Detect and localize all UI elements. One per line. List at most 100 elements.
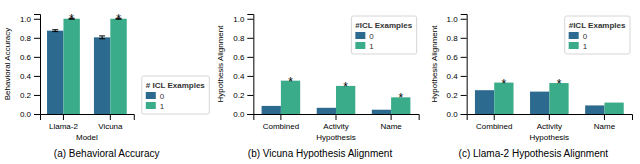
y-axis-line (34, 15, 41, 115)
legend-body: #ICL Examples01 (355, 21, 412, 51)
x-axis: CombinedActivityName (467, 114, 632, 131)
y-tick-label: 0.4 (447, 72, 459, 81)
y-tick-label: 0.8 (447, 34, 459, 43)
panel: **0.00.20.40.60.81.0CombinedActivityName… (430, 15, 633, 160)
x-tick-label: Name (380, 122, 402, 131)
x-tick-group: Vicuna (98, 114, 123, 131)
plot-area: * * * 0.0 0.2 0.4 0.6 0.8 1.0 Combined Activity Nam… (216, 15, 419, 143)
x-tick-label: Llama-2 (49, 122, 78, 131)
y-tick-label: 1.0 (233, 15, 245, 24)
x-axis-line (467, 115, 632, 121)
y-tick-label: 0.0 (233, 110, 245, 119)
legend-body: # ICL Examples01 (146, 81, 206, 111)
annotation: * (398, 91, 403, 105)
x-tick-label: Activity (323, 122, 348, 131)
marks (47, 18, 127, 114)
bar (585, 105, 604, 114)
x-tick-group: Combined (263, 114, 299, 131)
legend-label: 1 (160, 102, 165, 111)
annotation: * (343, 80, 348, 94)
y-tick-label: 1.0 (447, 15, 459, 24)
legend-swatch (355, 42, 365, 49)
y-tick (247, 38, 253, 39)
y-tick-group: 0.0 (20, 110, 40, 119)
y-tick (247, 76, 253, 77)
y-axis-line (461, 15, 468, 115)
y-tick-group: 0.4 (233, 72, 253, 81)
panel-caption: (b) Vicuna Hypothesis Alignment (248, 148, 393, 159)
annotation: * (502, 77, 507, 91)
x-tick-group: Name (380, 114, 402, 131)
x-tick (63, 114, 64, 120)
bar (317, 108, 336, 114)
y-axis-title: Behavioral Accuracy (3, 28, 12, 100)
y-tick-label: 0.6 (233, 53, 245, 62)
x-axis-line (254, 115, 419, 121)
y-tick-label: 1.0 (20, 15, 32, 24)
panel-caption: (c) Llama-2 Hypothesis Alignment (459, 148, 609, 159)
y-tick-group: 0.0 (233, 110, 253, 119)
y-tick-group: 0.4 (447, 72, 467, 81)
annotation: * (116, 12, 121, 26)
x-tick (604, 114, 605, 120)
y-tick (461, 57, 467, 58)
annotation: * (557, 77, 562, 91)
legend-swatch (569, 32, 579, 39)
y-tick-label: 0.6 (20, 53, 32, 62)
error-bar (52, 30, 58, 32)
x-tick (280, 114, 281, 120)
x-tick-label: Name (594, 122, 616, 131)
error-bar (99, 36, 105, 39)
legend-body: #ICL Examples01 (569, 21, 626, 51)
x-tick-label: Activity (537, 122, 562, 131)
y-tick-group: 0.6 (447, 53, 467, 62)
bar (262, 106, 281, 114)
y-tick (34, 76, 40, 77)
x-tick-label: Vicuna (98, 122, 123, 131)
x-tick-label: Combined (263, 122, 299, 131)
legend-item: 1 (355, 42, 374, 51)
y-tick (247, 114, 253, 115)
chart-container: **0.00.20.40.60.81.0Llama-2VicunaModelBe… (0, 0, 640, 164)
y-tick (461, 38, 467, 39)
y-tick-group: 1.0 (20, 15, 40, 24)
y-tick-group: 1.0 (447, 15, 467, 24)
legend-label: 0 (369, 32, 374, 41)
legend-swatch (146, 92, 156, 99)
y-tick-label: 0.0 (447, 110, 459, 119)
x-axis-line (41, 115, 135, 121)
legend-label: 0 (160, 92, 165, 101)
bar (63, 19, 79, 114)
legend-item: 1 (146, 102, 165, 111)
y-tick-group: 0.6 (233, 53, 253, 62)
y-tick (247, 95, 253, 96)
x-tick (110, 114, 111, 120)
y-tick (461, 19, 467, 20)
legend-background (351, 16, 416, 54)
y-tick-label: 0.2 (447, 91, 459, 100)
legend-swatch (569, 42, 579, 49)
x-tick-group: Name (594, 114, 616, 131)
x-tick (494, 114, 495, 120)
y-tick-label: 0.8 (233, 34, 245, 43)
y-axis: 0.00.20.40.60.81.0 (20, 15, 41, 120)
bar (94, 37, 110, 114)
panel-caption: (a) Behavioral Accuracy (54, 148, 160, 159)
y-tick-group: 1.0 (233, 15, 253, 24)
marks (262, 81, 411, 114)
y-axis: 0.0 0.2 0.4 0.6 0.8 1.0 (233, 15, 254, 120)
x-tick (391, 114, 392, 120)
legend-item: 0 (355, 32, 374, 41)
panel: **0.00.20.40.60.81.0Llama-2VicunaModelBe… (3, 12, 209, 159)
y-tick-label: 0.2 (233, 91, 245, 100)
annotation: * (288, 75, 293, 89)
y-axis-title: Hypothesis Alignment (430, 25, 439, 103)
y-tick-group: 0.4 (20, 72, 40, 81)
marks (475, 83, 624, 114)
y-tick-group: 0.2 (233, 91, 253, 100)
y-tick-label: 0.4 (233, 72, 245, 81)
y-tick-label: 0.6 (447, 53, 459, 62)
y-tick (34, 19, 40, 20)
y-tick (34, 57, 40, 58)
plot-area: **0.00.20.40.60.81.0Llama-2VicunaModelBe… (3, 12, 134, 142)
